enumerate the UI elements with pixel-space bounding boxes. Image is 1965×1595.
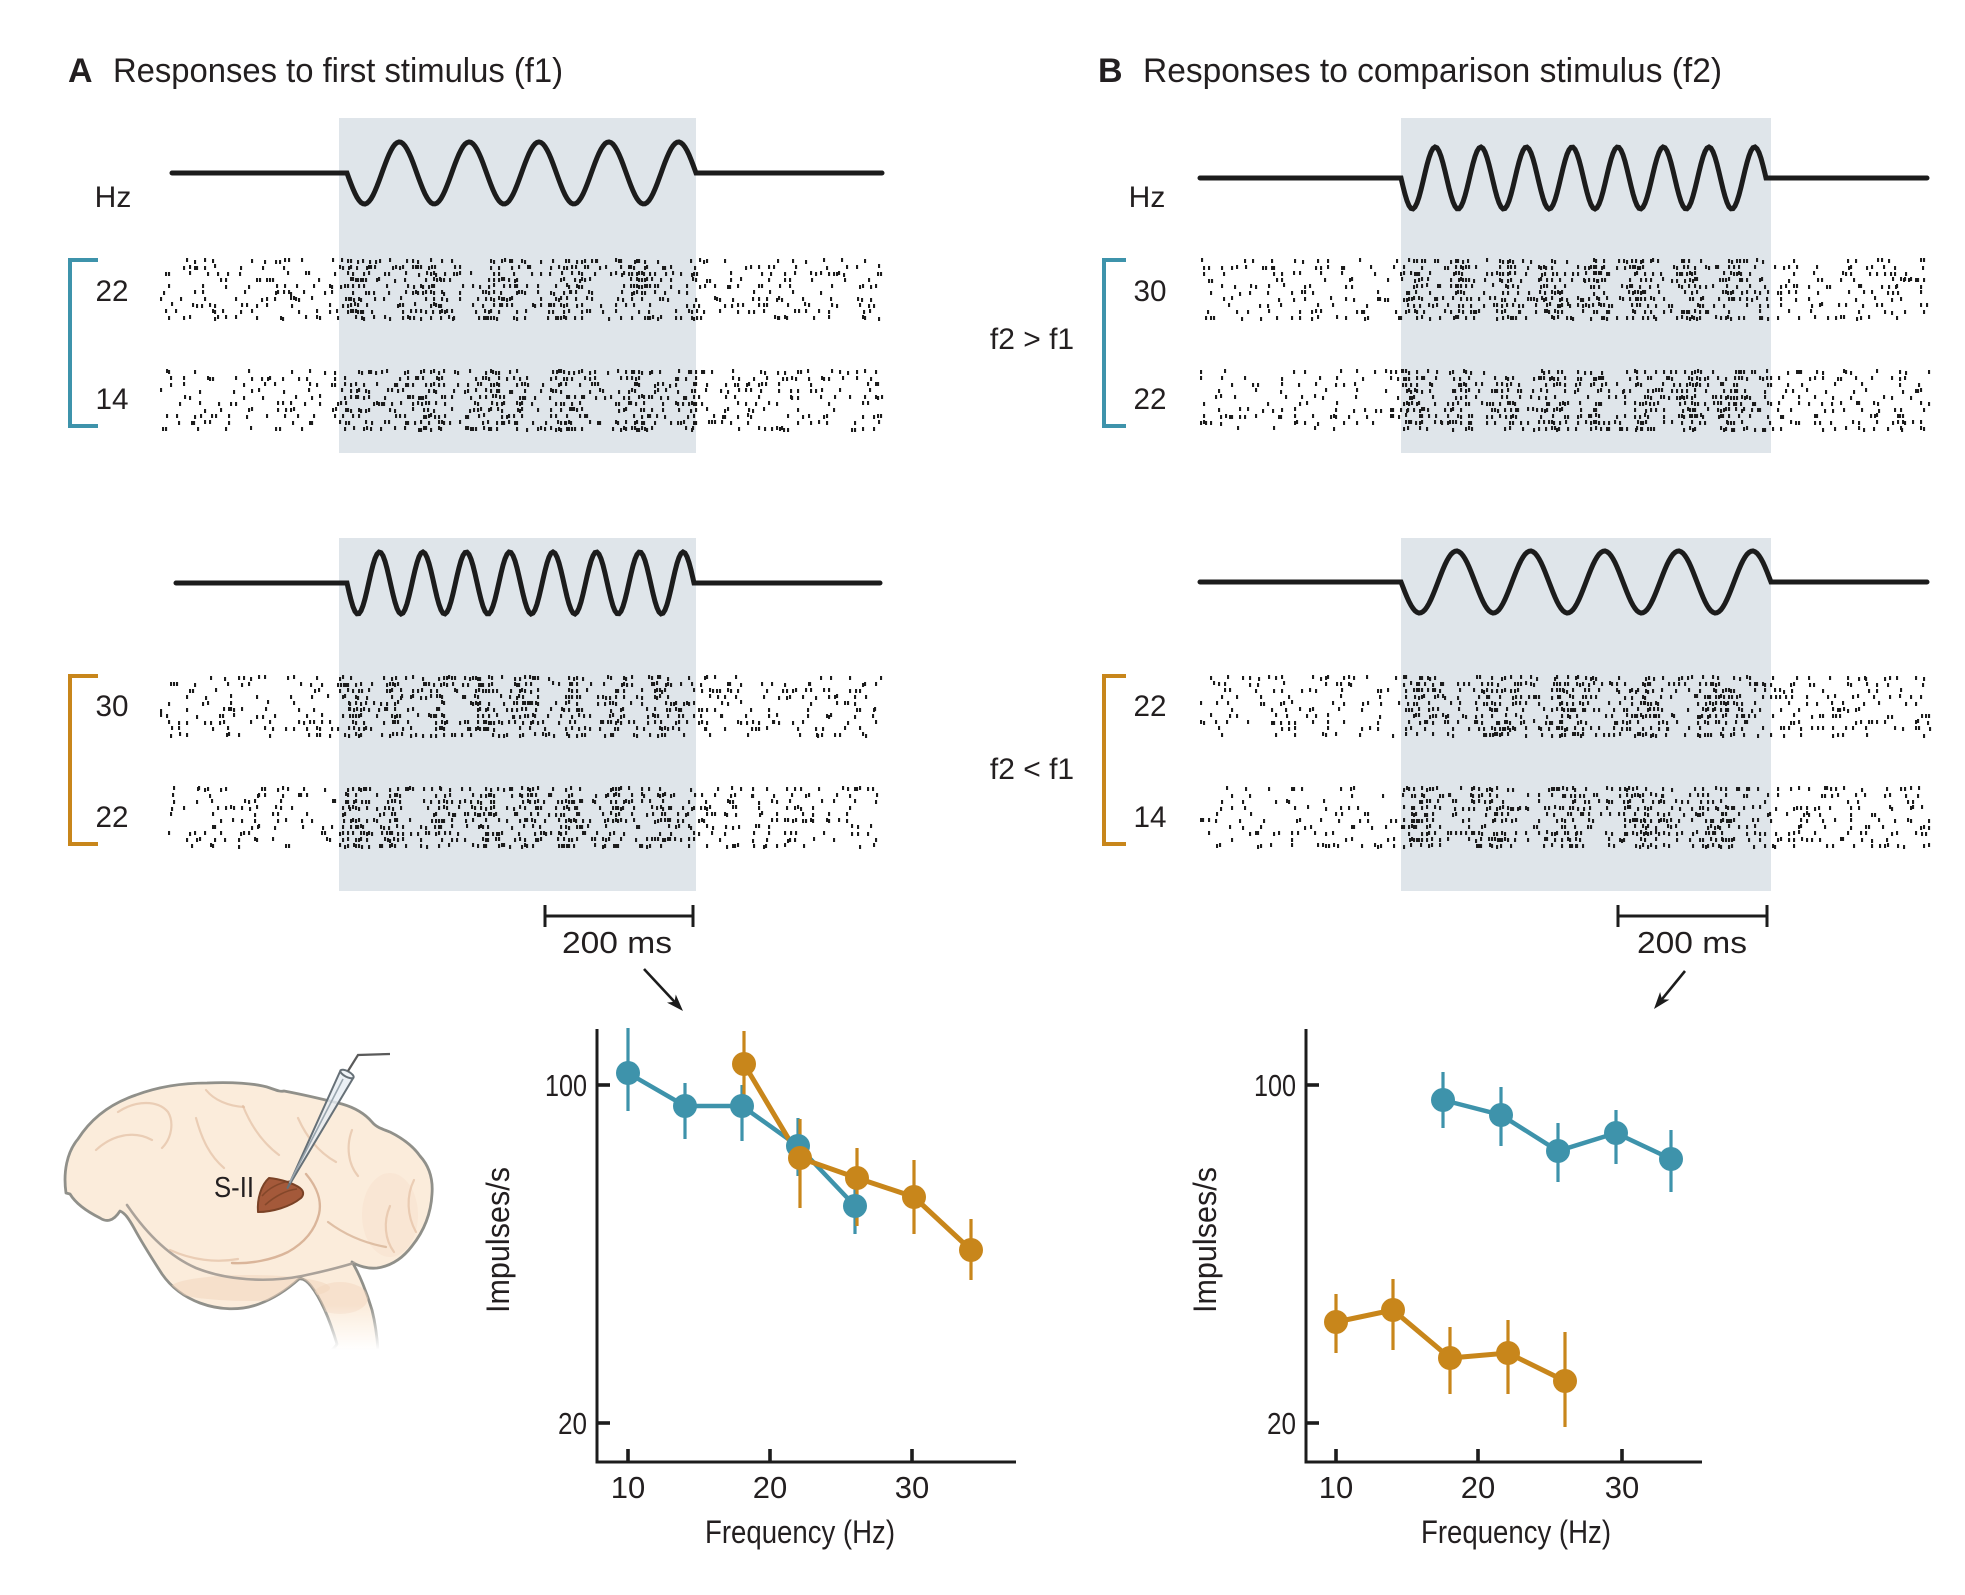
svg-text:S-II: S-II: [214, 1172, 254, 1204]
svg-text:100: 100: [1254, 1068, 1296, 1103]
svg-text:Frequency (Hz): Frequency (Hz): [705, 1514, 895, 1550]
svg-text:200 ms: 200 ms: [1637, 925, 1747, 960]
svg-text:30: 30: [96, 690, 129, 723]
svg-text:20: 20: [753, 1470, 787, 1505]
svg-text:22: 22: [96, 801, 129, 834]
svg-text:f2 < f1: f2 < f1: [990, 753, 1074, 786]
svg-text:30: 30: [1134, 275, 1167, 308]
svg-text:10: 10: [611, 1470, 645, 1505]
svg-text:20: 20: [558, 1406, 587, 1441]
svg-text:Hz: Hz: [95, 181, 132, 214]
svg-text:100: 100: [545, 1068, 587, 1103]
svg-text:Hz: Hz: [1129, 181, 1166, 214]
svg-text:30: 30: [895, 1470, 929, 1505]
svg-text:B: B: [1098, 52, 1123, 90]
svg-text:Impulses/s: Impulses/s: [480, 1167, 516, 1313]
svg-text:10: 10: [1319, 1470, 1353, 1505]
svg-text:A: A: [68, 52, 93, 90]
svg-text:22: 22: [1134, 383, 1167, 416]
svg-text:200 ms: 200 ms: [562, 925, 672, 960]
svg-text:Responses to first stimulus (f: Responses to first stimulus (f1): [113, 52, 563, 90]
svg-text:14: 14: [1134, 801, 1167, 834]
svg-text:20: 20: [1267, 1406, 1296, 1441]
svg-text:14: 14: [96, 383, 129, 416]
svg-text:22: 22: [1134, 690, 1167, 723]
svg-text:22: 22: [96, 275, 129, 308]
svg-text:30: 30: [1605, 1470, 1639, 1505]
svg-text:Responses to comparison stimul: Responses to comparison stimulus (f2): [1143, 52, 1722, 90]
svg-text:f2 > f1: f2 > f1: [990, 323, 1074, 356]
svg-text:20: 20: [1461, 1470, 1495, 1505]
svg-text:Impulses/s: Impulses/s: [1187, 1167, 1223, 1313]
svg-text:Frequency (Hz): Frequency (Hz): [1421, 1514, 1611, 1550]
